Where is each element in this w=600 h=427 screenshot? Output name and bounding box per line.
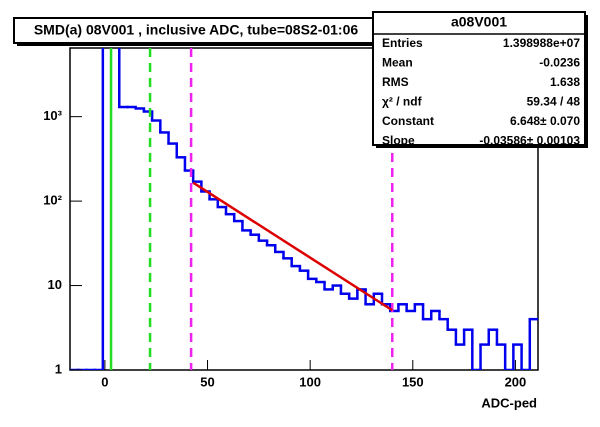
y-tick-label: 10 <box>48 277 62 292</box>
stats-value: -0.03586± 0.00103 <box>479 134 580 148</box>
stats-label: χ² / ndf <box>382 95 423 109</box>
x-tick-label: 150 <box>402 374 424 389</box>
stats-label: Constant <box>382 114 434 128</box>
chart-title: SMD(a) 08V001 , inclusive ADC, tube=08S2… <box>34 22 359 38</box>
stats-label: Slope <box>382 134 415 148</box>
stats-value: 6.648± 0.070 <box>510 114 580 128</box>
y-tick-label: 1 <box>55 361 62 376</box>
stats-value: 59.34 / 48 <box>527 95 581 109</box>
y-tick-label: 10² <box>43 193 62 208</box>
fit-line <box>192 181 393 312</box>
stats-title: a08V001 <box>451 14 507 30</box>
stats-value: 1.638 <box>550 75 580 89</box>
y-tick-label: 10³ <box>43 108 62 123</box>
x-axis-label: ADC-ped <box>481 395 537 410</box>
stats-value: -0.0236 <box>539 56 580 70</box>
stats-label: Mean <box>382 56 413 70</box>
x-tick-label: 200 <box>505 374 527 389</box>
x-tick-label: 50 <box>200 374 214 389</box>
stats-label: Entries <box>382 36 423 50</box>
x-tick-label: 100 <box>299 374 321 389</box>
stats-label: RMS <box>382 75 409 89</box>
stats-value: 1.398988e+07 <box>503 36 580 50</box>
x-tick-label: 0 <box>101 374 108 389</box>
title-box <box>13 17 379 44</box>
